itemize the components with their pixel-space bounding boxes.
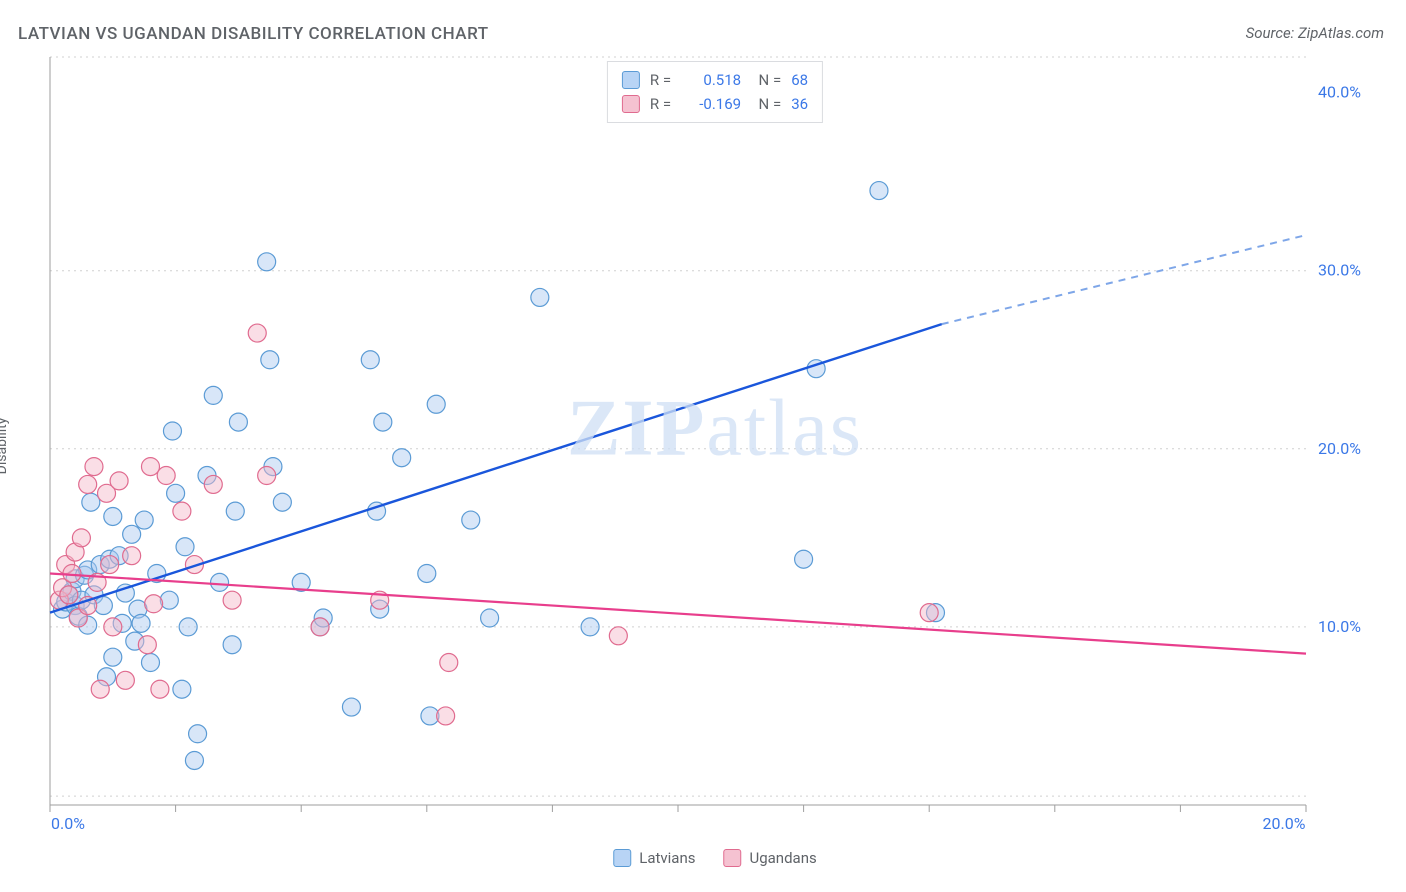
data-point	[229, 413, 247, 431]
data-point	[462, 511, 480, 529]
data-point	[258, 467, 276, 485]
data-point	[204, 386, 222, 404]
data-point	[211, 573, 229, 591]
data-point	[104, 507, 122, 525]
data-point	[248, 324, 266, 342]
y-tick-label: 30.0%	[1318, 261, 1361, 280]
data-point	[609, 627, 627, 645]
data-point	[82, 493, 100, 511]
source-name: ZipAtlas.com	[1298, 24, 1384, 42]
data-point	[176, 538, 194, 556]
data-point	[79, 475, 97, 493]
data-point	[437, 707, 455, 725]
trend-line	[50, 324, 942, 613]
data-point	[179, 618, 197, 636]
y-axis-label: Disability	[0, 418, 10, 475]
data-point	[157, 467, 175, 485]
data-point	[531, 288, 549, 306]
data-point	[361, 351, 379, 369]
legend-swatch	[622, 95, 640, 113]
data-point	[110, 472, 128, 490]
data-point	[173, 680, 191, 698]
n-label: N =	[751, 68, 781, 92]
legend-swatch	[724, 849, 742, 867]
data-point	[141, 654, 159, 672]
data-point	[167, 484, 185, 502]
data-point	[60, 586, 78, 604]
data-point	[870, 182, 888, 200]
data-point	[427, 395, 445, 413]
r-value: -0.169	[681, 92, 741, 116]
data-point	[138, 636, 156, 654]
data-point	[151, 680, 169, 698]
source-prefix: Source:	[1246, 24, 1298, 42]
legend-stat-row: R = 0.518 N = 68	[622, 68, 808, 92]
chart-title: LATVIAN VS UGANDAN DISABILITY CORRELATIO…	[18, 24, 489, 44]
y-axis-label-wrap: Disability	[0, 389, 10, 446]
data-point	[85, 458, 103, 476]
data-point	[273, 493, 291, 511]
y-tick-label: 40.0%	[1318, 83, 1361, 102]
chart-svg: 0.0% 20.0% 10.0% 20.0% 30.0% 40.0%	[46, 55, 1384, 835]
data-point	[72, 529, 90, 547]
legend-swatch	[613, 849, 631, 867]
legend-label: Ugandans	[750, 849, 817, 867]
data-point	[189, 725, 207, 743]
data-point	[160, 591, 178, 609]
data-point	[104, 648, 122, 666]
data-point	[261, 351, 279, 369]
data-point	[223, 636, 241, 654]
y-tick-label: 10.0%	[1318, 617, 1361, 636]
plot-area: 0.0%20.0%10.0%20.0%30.0%40.0% ZIPatlas R…	[46, 55, 1384, 835]
data-point	[185, 751, 203, 769]
data-point	[311, 618, 329, 636]
data-point	[173, 502, 191, 520]
data-point	[418, 564, 436, 582]
legend-item: Latvians	[613, 849, 695, 867]
legend-swatch	[622, 71, 640, 89]
x-tick-label: 20.0%	[1263, 814, 1306, 833]
y-tick-label: 20.0%	[1318, 439, 1361, 458]
data-point	[374, 413, 392, 431]
data-point	[135, 511, 153, 529]
n-value: 68	[791, 68, 808, 92]
n-value: 36	[791, 92, 808, 116]
data-point	[116, 671, 134, 689]
legend-label: Latvians	[639, 849, 695, 867]
data-point	[795, 550, 813, 568]
legend-stat-row: R = -0.169 N = 36	[622, 92, 808, 116]
data-point	[132, 614, 150, 632]
data-point	[581, 618, 599, 636]
data-point	[226, 502, 244, 520]
source-attribution: Source: ZipAtlas.com	[1246, 24, 1384, 42]
data-point	[393, 449, 411, 467]
legend-series: Latvians Ugandans	[613, 849, 817, 867]
data-point	[91, 680, 109, 698]
data-point	[141, 458, 159, 476]
data-point	[342, 698, 360, 716]
n-label: N =	[751, 92, 781, 116]
trend-line-dash	[942, 235, 1306, 324]
data-point	[258, 253, 276, 271]
legend-item: Ugandans	[724, 849, 817, 867]
data-point	[123, 525, 141, 543]
r-value: 0.518	[681, 68, 741, 92]
data-point	[123, 547, 141, 565]
data-point	[481, 609, 499, 627]
data-point	[204, 475, 222, 493]
r-label: R =	[650, 92, 671, 116]
data-point	[920, 604, 938, 622]
data-point	[163, 422, 181, 440]
data-point	[223, 591, 241, 609]
r-label: R =	[650, 68, 671, 92]
data-point	[145, 595, 163, 613]
data-point	[104, 618, 122, 636]
legend-correlation-box: R = 0.518 N = 68 R = -0.169 N = 36	[607, 61, 823, 123]
x-tick-label: 0.0%	[51, 814, 85, 833]
data-point	[101, 556, 119, 574]
data-point	[440, 654, 458, 672]
chart-root: LATVIAN VS UGANDAN DISABILITY CORRELATIO…	[0, 0, 1406, 892]
